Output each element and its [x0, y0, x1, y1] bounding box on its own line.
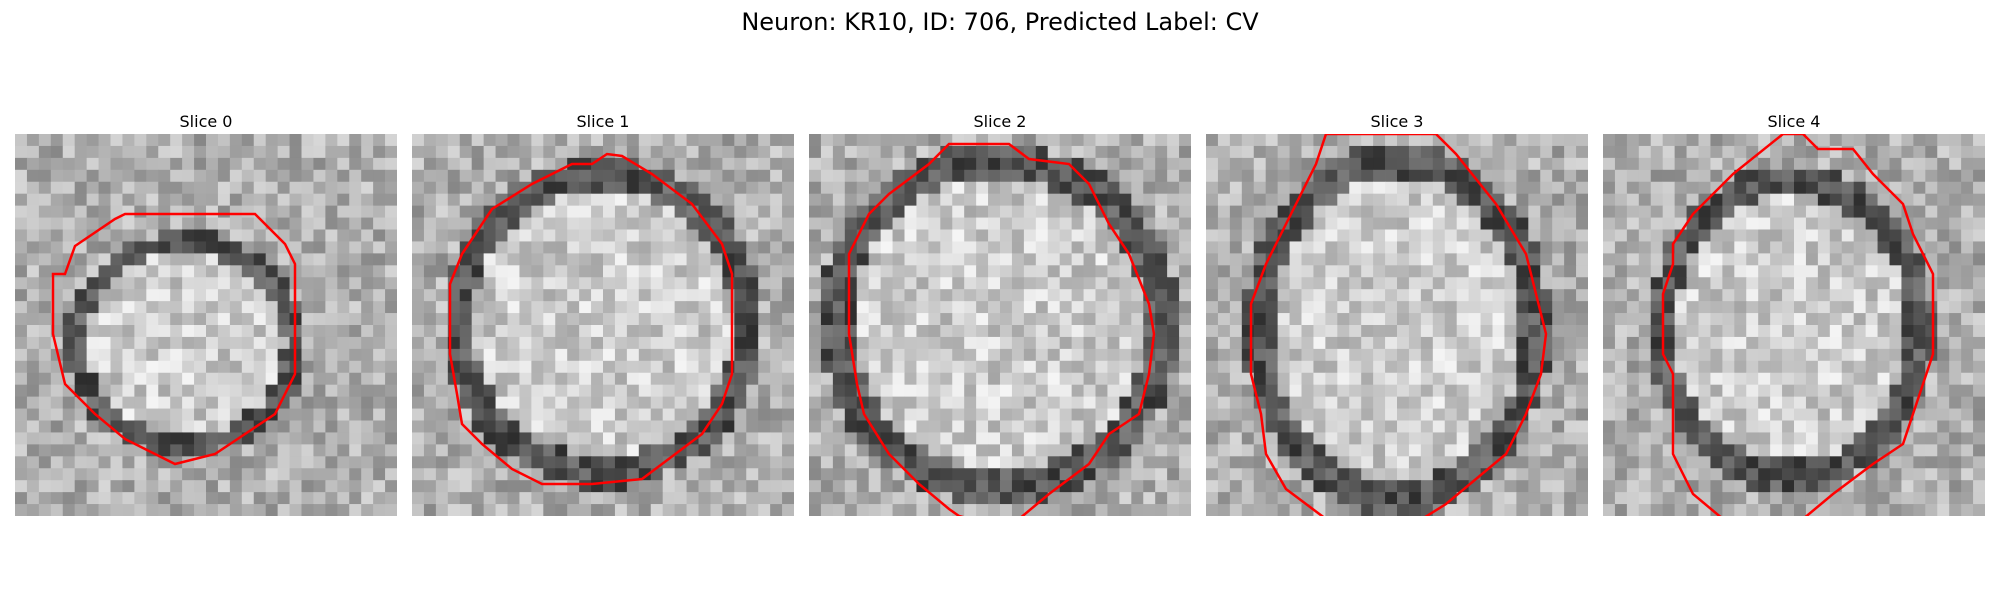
slice-title-3: Slice 3 [1370, 112, 1424, 131]
segmentation-contour [448, 152, 734, 486]
slice-panel-1: Slice 1 [412, 110, 794, 516]
segmentation-contour [847, 142, 1156, 516]
figure-title: Neuron: KR10, ID: 706, Predicted Label: … [741, 8, 1259, 36]
slice-image-2 [809, 134, 1191, 516]
slice-panel-4: Slice 4 [1603, 110, 1985, 516]
slice-panel-3: Slice 3 [1206, 110, 1588, 516]
slice-panel-2: Slice 2 [809, 110, 1191, 516]
slice-image-0 [15, 134, 397, 516]
slice-image-1 [412, 134, 794, 516]
slice-image-3 [1206, 134, 1588, 516]
segmentation-contour [51, 212, 297, 466]
slice-title-1: Slice 1 [576, 112, 630, 131]
slice-title-0: Slice 0 [179, 112, 233, 131]
segmentation-contour [1661, 134, 1935, 516]
slice-title-2: Slice 2 [973, 112, 1027, 131]
slice-title-4: Slice 4 [1767, 112, 1821, 131]
segmentation-contour [1249, 134, 1548, 516]
slice-image-4 [1603, 134, 1985, 516]
slice-panel-0: Slice 0 [15, 110, 397, 516]
